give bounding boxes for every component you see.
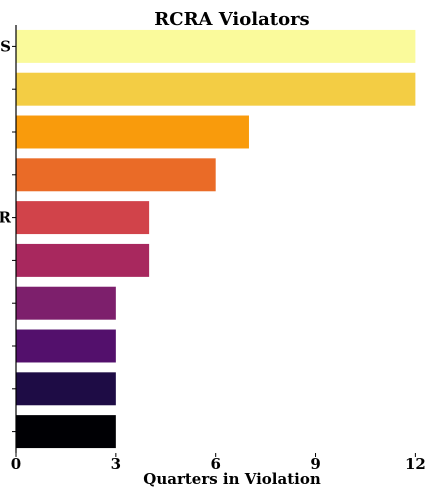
bar-1 [16,29,416,63]
bar-3 [16,115,249,149]
bar-2 [16,72,416,106]
x-tick-label-12: 12 [405,455,426,473]
x-tick-label-0: 0 [11,455,21,473]
bar-6 [16,243,150,277]
y-category-labels: SR [0,37,12,226]
chart-title: RCRA Violators [154,9,309,30]
category-label-5: R [0,209,12,227]
category-label-1: S [0,37,11,55]
bar-10 [16,415,116,449]
bar-8 [16,329,116,363]
bar-9 [16,372,116,406]
x-tick-label-9: 9 [310,455,320,473]
x-tick-label-3: 3 [111,455,121,473]
bar-5 [16,201,150,235]
bar-7 [16,286,116,320]
bar-4 [16,158,216,192]
y-axis-ticks [12,45,16,433]
x-axis-ticks: 0 3 6 9 12 [11,453,426,473]
x-axis-label: Quarters in Violation [143,470,321,487]
bars-group [16,29,416,449]
x-tick-label-6: 6 [210,455,220,473]
